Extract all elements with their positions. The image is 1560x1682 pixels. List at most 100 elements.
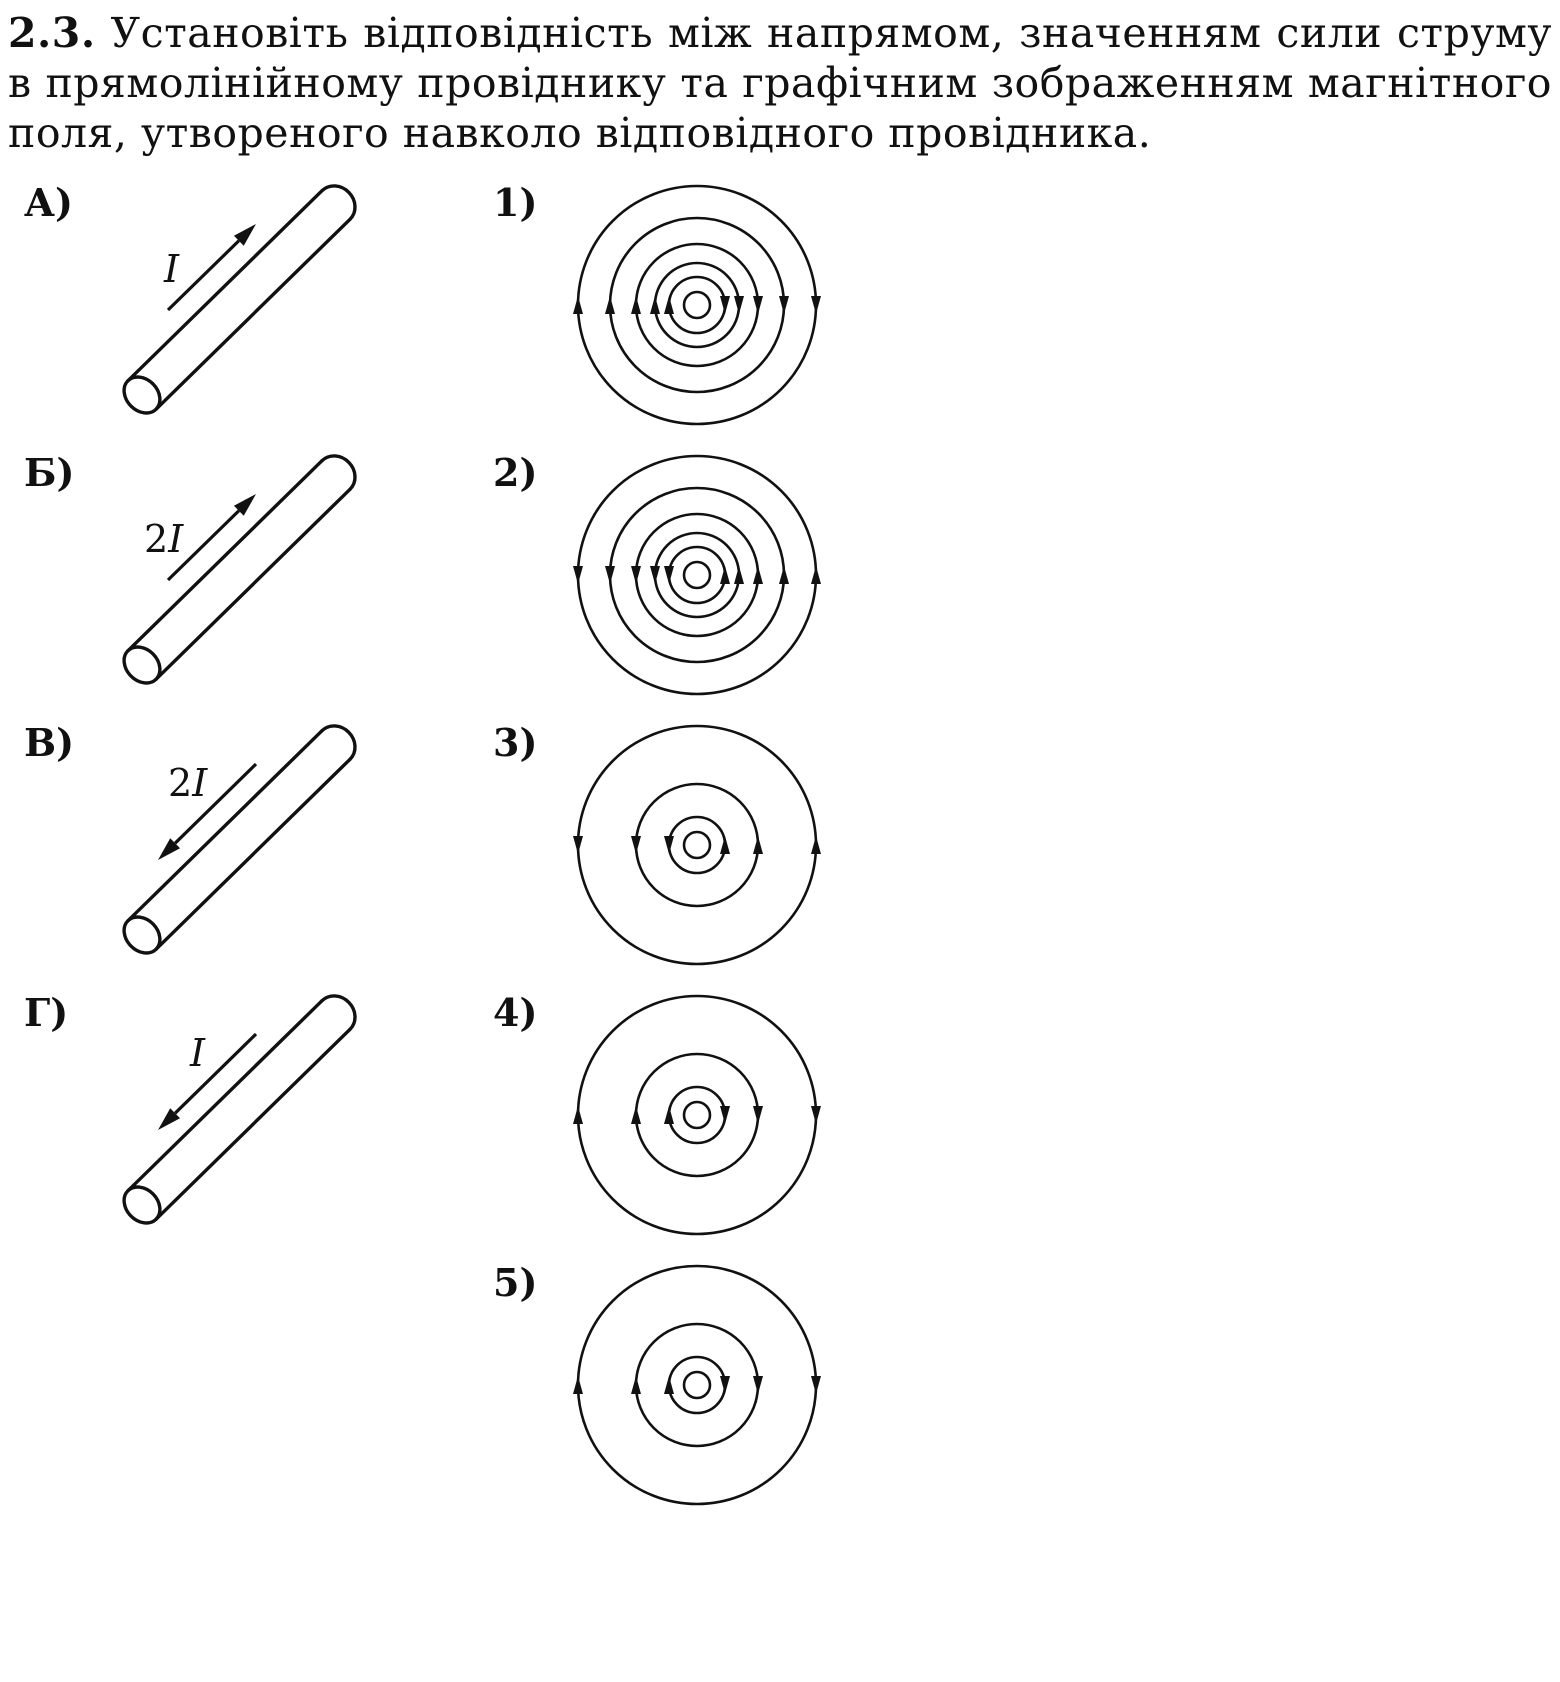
question-number: 2.3. xyxy=(8,9,96,57)
option-label-a: А) xyxy=(24,180,73,225)
current-arrow-head xyxy=(158,838,181,860)
field-arrow-up xyxy=(734,566,744,584)
conductor-side xyxy=(126,189,324,383)
field-arrow-up xyxy=(631,296,641,314)
conductor-side xyxy=(154,217,352,411)
field-diagram-3 xyxy=(573,724,821,966)
conductor-near-end xyxy=(122,1185,162,1225)
conductor-near-end xyxy=(122,915,162,955)
field-arrow-down xyxy=(811,1106,821,1124)
conductor-far-end xyxy=(320,994,357,1031)
current-label: 2I xyxy=(168,761,208,805)
conductor-near-end xyxy=(122,375,162,415)
field-arrow-down xyxy=(605,566,615,584)
field-arrow-up xyxy=(631,1106,641,1124)
field-arrow-up xyxy=(664,1376,674,1394)
current-arrow-head xyxy=(233,494,256,516)
current-label: I xyxy=(189,1031,206,1075)
field-line xyxy=(682,560,712,590)
field-arrow-down xyxy=(664,836,674,854)
field-line xyxy=(667,275,727,335)
answer-label-2: 2) xyxy=(493,450,538,495)
field-arrow-down xyxy=(650,566,660,584)
current-arrow-line xyxy=(174,1032,258,1115)
field-line xyxy=(667,1085,727,1145)
field-arrow-down xyxy=(753,1376,763,1394)
conductor-3: I xyxy=(122,994,357,1225)
field-arrow-down xyxy=(811,1376,821,1394)
field-line xyxy=(667,1355,727,1415)
field-arrow-up xyxy=(753,566,763,584)
field-arrow-down xyxy=(720,1376,730,1394)
field-line xyxy=(576,454,818,696)
field-line xyxy=(682,1370,712,1400)
conductor-0: I xyxy=(122,184,357,415)
conductor-far-end xyxy=(320,184,357,221)
field-arrow-up xyxy=(605,296,615,314)
field-arrow-up xyxy=(573,296,583,314)
current-arrow-line xyxy=(174,762,258,845)
field-arrow-down xyxy=(664,566,674,584)
conductor-near-end xyxy=(122,645,162,685)
field-arrow-down xyxy=(631,836,641,854)
field-line xyxy=(682,1100,712,1130)
field-line xyxy=(634,1052,760,1178)
field-line xyxy=(682,830,712,860)
answer-label-3: 3) xyxy=(493,720,538,765)
field-arrow-up xyxy=(650,296,660,314)
field-arrow-down xyxy=(734,296,744,314)
field-diagram-4 xyxy=(573,994,821,1236)
answer-label-5: 5) xyxy=(493,1260,538,1305)
current-arrow-head xyxy=(233,224,256,246)
current-arrow-line xyxy=(166,509,240,582)
question-body: Установіть відповідність між напрямом, з… xyxy=(8,9,1552,157)
field-arrow-down xyxy=(811,296,821,314)
field-arrow-up xyxy=(720,566,730,584)
conductor-2: 2I xyxy=(122,724,357,955)
field-arrow-down xyxy=(573,836,583,854)
field-arrow-up xyxy=(664,296,674,314)
current-label: 2I xyxy=(144,517,184,561)
field-arrow-down xyxy=(753,1106,763,1124)
field-arrow-down xyxy=(720,1106,730,1124)
conductor-side xyxy=(154,757,352,951)
field-arrow-up xyxy=(811,566,821,584)
conductor-side xyxy=(126,459,324,653)
field-arrow-up xyxy=(779,566,789,584)
field-arrow-down xyxy=(573,566,583,584)
current-label: I xyxy=(163,247,180,291)
field-arrow-down xyxy=(753,296,763,314)
current-arrow-head xyxy=(158,1108,181,1130)
conductor-side xyxy=(154,487,352,681)
answer-label-1: 1) xyxy=(493,180,538,225)
field-line xyxy=(576,1264,818,1506)
field-line xyxy=(634,782,760,908)
field-line xyxy=(576,994,818,1236)
question-text: 2.3. Установіть відповідність між напрям… xyxy=(8,8,1552,158)
option-label-g: Г) xyxy=(24,990,69,1035)
field-line xyxy=(682,290,712,320)
field-arrow-up xyxy=(720,836,730,854)
field-diagram-2 xyxy=(573,454,821,696)
field-arrow-down xyxy=(631,566,641,584)
option-label-b: Б) xyxy=(24,450,75,495)
field-line xyxy=(576,724,818,966)
field-arrow-down xyxy=(720,296,730,314)
current-arrow-line xyxy=(166,239,240,312)
field-arrow-up xyxy=(753,836,763,854)
conductor-far-end xyxy=(320,454,357,491)
conductor-side xyxy=(154,1027,352,1221)
field-arrow-up xyxy=(573,1106,583,1124)
option-label-v: В) xyxy=(24,720,75,765)
field-diagram-5 xyxy=(573,1264,821,1506)
conductor-1: 2I xyxy=(122,454,357,685)
field-line xyxy=(634,1322,760,1448)
field-arrow-down xyxy=(779,296,789,314)
field-arrow-up xyxy=(664,1106,674,1124)
field-line xyxy=(667,815,727,875)
conductor-far-end xyxy=(320,724,357,761)
field-arrow-up xyxy=(811,836,821,854)
field-arrow-up xyxy=(573,1376,583,1394)
field-line xyxy=(576,184,818,426)
